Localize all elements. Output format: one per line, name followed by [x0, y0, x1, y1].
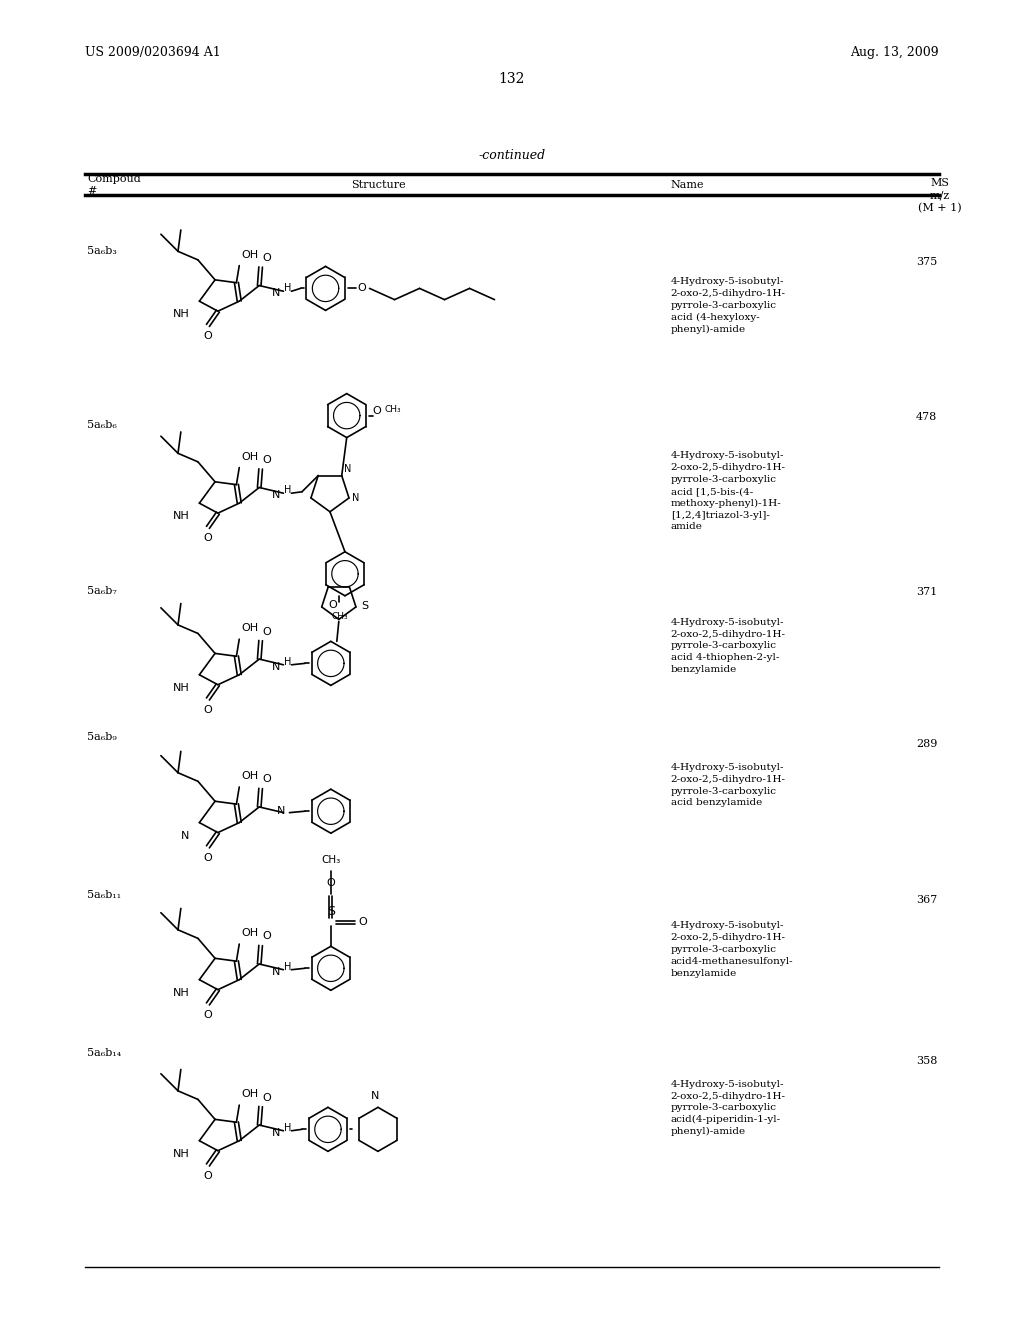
Text: O: O — [262, 253, 271, 263]
Text: S: S — [360, 602, 368, 611]
Text: O: O — [373, 405, 382, 416]
Text: NH: NH — [173, 511, 189, 521]
Text: OH: OH — [242, 451, 258, 462]
Text: US 2009/0203694 A1: US 2009/0203694 A1 — [85, 46, 221, 59]
Text: 367: 367 — [916, 895, 937, 906]
Text: N: N — [344, 463, 351, 474]
Text: 5a₆b₁₄: 5a₆b₁₄ — [87, 1048, 121, 1059]
Text: O: O — [204, 1171, 212, 1181]
Text: OH: OH — [242, 1089, 258, 1100]
Text: 5a₆b₆: 5a₆b₆ — [87, 420, 117, 430]
Text: H: H — [285, 657, 292, 667]
Text: NH: NH — [173, 309, 189, 319]
Text: N: N — [272, 288, 281, 298]
Text: 4-Hydroxy-5-isobutyl-
2-oxo-2,5-dihydro-1H-
pyrrole-3-carboxylic
acid [1,5-bis-(: 4-Hydroxy-5-isobutyl- 2-oxo-2,5-dihydro-… — [671, 451, 785, 532]
Text: 478: 478 — [916, 412, 937, 422]
Text: O: O — [204, 705, 212, 715]
Text: O: O — [357, 284, 366, 293]
Text: H: H — [285, 486, 292, 495]
Text: 4-Hydroxy-5-isobutyl-
2-oxo-2,5-dihydro-1H-
pyrrole-3-carboxylic
acid 4-thiophen: 4-Hydroxy-5-isobutyl- 2-oxo-2,5-dihydro-… — [671, 618, 785, 675]
Text: 4-Hydroxy-5-isobutyl-
2-oxo-2,5-dihydro-1H-
pyrrole-3-carboxylic
acid(4-piperidi: 4-Hydroxy-5-isobutyl- 2-oxo-2,5-dihydro-… — [671, 1080, 785, 1137]
Text: H: H — [285, 284, 292, 293]
Text: O: O — [329, 599, 337, 610]
Text: H: H — [285, 962, 292, 972]
Text: 4-Hydroxy-5-isobutyl-
2-oxo-2,5-dihydro-1H-
pyrrole-3-carboxylic
acid benzylamid: 4-Hydroxy-5-isobutyl- 2-oxo-2,5-dihydro-… — [671, 763, 785, 808]
Text: O: O — [204, 331, 212, 342]
Text: Structure: Structure — [351, 180, 407, 190]
Text: N: N — [278, 805, 286, 816]
Text: O: O — [204, 533, 212, 544]
Text: O: O — [262, 455, 271, 465]
Text: 358: 358 — [916, 1056, 937, 1067]
Text: -continued: -continued — [478, 149, 546, 162]
Text: N: N — [272, 661, 281, 672]
Text: O: O — [204, 853, 212, 863]
Text: 375: 375 — [916, 257, 937, 268]
Text: O: O — [327, 878, 335, 888]
Text: 4-Hydroxy-5-isobutyl-
2-oxo-2,5-dihydro-1H-
pyrrole-3-carboxylic
acid (4-hexylox: 4-Hydroxy-5-isobutyl- 2-oxo-2,5-dihydro-… — [671, 277, 785, 334]
Text: OH: OH — [242, 249, 258, 260]
Text: 5a₆b₉: 5a₆b₉ — [87, 731, 117, 742]
Text: O: O — [262, 627, 271, 636]
Text: 371: 371 — [916, 587, 937, 598]
Text: N: N — [272, 1127, 281, 1138]
Text: N: N — [352, 492, 359, 503]
Text: O: O — [358, 917, 368, 927]
Text: O: O — [262, 1093, 271, 1102]
Text: Name: Name — [671, 180, 705, 190]
Text: CH₃: CH₃ — [322, 855, 340, 866]
Text: O: O — [262, 775, 271, 784]
Text: 4-Hydroxy-5-isobutyl-
2-oxo-2,5-dihydro-1H-
pyrrole-3-carboxylic
acid4-methanesu: 4-Hydroxy-5-isobutyl- 2-oxo-2,5-dihydro-… — [671, 921, 794, 978]
Text: Aug. 13, 2009: Aug. 13, 2009 — [850, 46, 939, 59]
Text: 5a₆b₃: 5a₆b₃ — [87, 246, 117, 256]
Text: NH: NH — [173, 1148, 189, 1159]
Text: 132: 132 — [499, 73, 525, 86]
Text: H: H — [285, 1123, 292, 1133]
Text: O: O — [204, 1010, 212, 1020]
Text: N: N — [371, 1092, 379, 1101]
Text: OH: OH — [242, 623, 258, 634]
Text: CH₃: CH₃ — [332, 611, 348, 620]
Text: S: S — [327, 906, 335, 919]
Text: N: N — [272, 490, 281, 500]
Text: Compoud
#: Compoud # — [87, 174, 140, 195]
Text: OH: OH — [242, 928, 258, 939]
Text: N: N — [272, 966, 281, 977]
Text: N: N — [181, 830, 189, 841]
Text: O: O — [262, 932, 271, 941]
Text: NH: NH — [173, 987, 189, 998]
Text: CH₃: CH₃ — [385, 405, 401, 414]
Text: MS
m/z
(M + 1): MS m/z (M + 1) — [919, 178, 962, 214]
Text: OH: OH — [242, 771, 258, 781]
Text: 5a₆b₇: 5a₆b₇ — [87, 586, 117, 597]
Text: 5a₆b₁₁: 5a₆b₁₁ — [87, 890, 121, 900]
Text: 289: 289 — [916, 739, 937, 750]
Text: NH: NH — [173, 682, 189, 693]
